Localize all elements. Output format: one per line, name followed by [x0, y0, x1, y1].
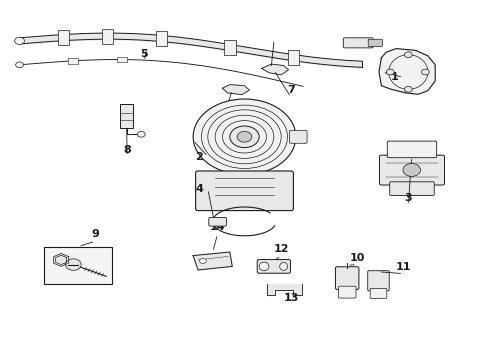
Bar [44, 247, 112, 284]
Text: 5: 5 [140, 49, 148, 59]
Polygon shape [378, 49, 434, 94]
Polygon shape [261, 64, 288, 75]
Bar [102, 29, 113, 44]
Ellipse shape [259, 262, 268, 271]
FancyBboxPatch shape [367, 39, 382, 46]
Circle shape [199, 258, 206, 264]
Text: 2: 2 [195, 152, 203, 162]
Text: 12: 12 [273, 244, 288, 254]
FancyBboxPatch shape [338, 286, 355, 298]
Text: 14: 14 [209, 222, 225, 232]
Text: 13: 13 [283, 293, 298, 303]
Circle shape [404, 52, 411, 58]
FancyBboxPatch shape [386, 141, 436, 158]
FancyBboxPatch shape [289, 130, 306, 143]
FancyBboxPatch shape [257, 260, 290, 273]
FancyBboxPatch shape [389, 182, 433, 195]
Polygon shape [193, 252, 232, 270]
Bar [117, 57, 127, 62]
Text: 1: 1 [390, 72, 398, 82]
FancyBboxPatch shape [369, 288, 386, 298]
Bar [287, 50, 299, 65]
Circle shape [402, 163, 420, 176]
FancyBboxPatch shape [367, 271, 388, 291]
Circle shape [229, 126, 259, 148]
Circle shape [386, 69, 393, 75]
Text: 9: 9 [91, 229, 99, 239]
Text: 11: 11 [395, 262, 410, 272]
Bar [120, 104, 133, 128]
Circle shape [421, 69, 428, 75]
Bar [68, 58, 78, 64]
Bar [155, 31, 167, 46]
FancyBboxPatch shape [208, 217, 226, 226]
Text: 3: 3 [404, 193, 411, 203]
Circle shape [237, 131, 251, 142]
Circle shape [404, 86, 411, 92]
Bar [224, 40, 235, 55]
FancyBboxPatch shape [343, 38, 372, 48]
Ellipse shape [279, 262, 287, 270]
Circle shape [16, 62, 23, 68]
FancyBboxPatch shape [195, 171, 293, 211]
FancyBboxPatch shape [379, 155, 444, 185]
Bar [58, 30, 69, 45]
Circle shape [65, 259, 81, 270]
Polygon shape [222, 85, 249, 95]
Text: 4: 4 [195, 184, 203, 194]
Text: 7: 7 [286, 85, 294, 95]
Circle shape [193, 99, 295, 175]
Polygon shape [53, 253, 69, 266]
Text: 6: 6 [213, 125, 221, 135]
Circle shape [15, 37, 24, 44]
Text: 10: 10 [348, 253, 364, 263]
FancyBboxPatch shape [335, 267, 358, 289]
Text: 8: 8 [123, 145, 131, 155]
Circle shape [137, 131, 145, 137]
Polygon shape [266, 284, 302, 295]
